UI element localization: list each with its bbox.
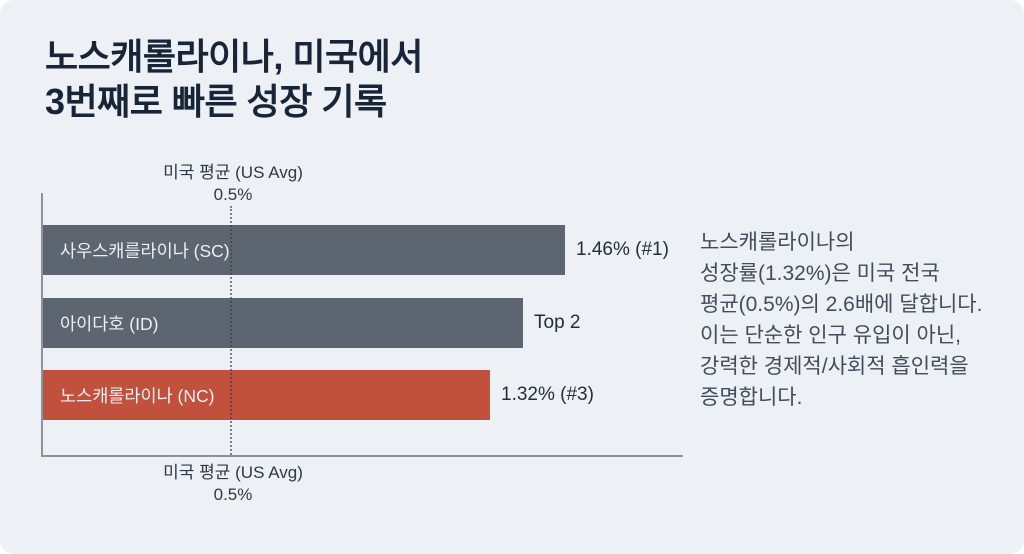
bar-label-south-carolina: 사우스캐를라이나 (SC) — [60, 240, 230, 261]
bar-label-idaho: 아이다호 (ID) — [60, 313, 159, 334]
bar-value-north-carolina: 1.32% (#3) — [501, 384, 594, 405]
bar-row-idaho: 아이다호 (ID) Top 2 — [43, 298, 580, 348]
annotation-line-6: 증명합니다. — [700, 386, 803, 409]
bar-value-south-carolina: 1.46% (#1) — [576, 239, 669, 260]
us-avg-label-top: 미국 평균 (US Avg) 0.5% — [123, 162, 343, 206]
page-title: 노스캐롤라이나, 미국에서 3번째로 빠른 성장 기록 — [45, 34, 423, 124]
bar-north-carolina: 노스캐롤라이나 (NC) — [43, 370, 490, 420]
us-avg-label-top-text: 미국 평균 (US Avg) — [163, 163, 303, 182]
annotation-line-3: 평균(0.5%)의 2.6배에 달합니다. — [700, 293, 983, 316]
annotation-line-2: 성장률(1.32%)은 미국 전국 — [700, 262, 940, 285]
us-avg-label-bottom: 미국 평균 (US Avg) 0.5% — [123, 462, 343, 506]
page-title-line-1: 노스캐롤라이나, 미국에서 — [45, 36, 423, 77]
bar-value-idaho: Top 2 — [534, 312, 581, 333]
annotation-paragraph: 노스캐롤라이나의 성장률(1.32%)은 미국 전국 평균(0.5%)의 2.6… — [700, 227, 1015, 413]
us-avg-label-bottom-value: 0.5% — [213, 485, 253, 504]
x-axis-line — [41, 455, 683, 457]
bar-south-carolina: 사우스캐를라이나 (SC) — [43, 225, 565, 275]
bar-label-north-carolina: 노스캐롤라이나 (NC) — [60, 385, 215, 406]
bar-row-south-carolina: 사우스캐를라이나 (SC) 1.46% (#1) — [43, 225, 669, 275]
bar-row-north-carolina: 노스캐롤라이나 (NC) 1.32% (#3) — [43, 370, 594, 420]
us-avg-label-top-value: 0.5% — [213, 185, 253, 204]
annotation-line-4: 이는 단순한 인구 유입이 아닌, — [700, 324, 962, 347]
annotation-line-5: 강력한 경제적/사회적 흡인력을 — [700, 355, 969, 378]
us-avg-reference-line — [230, 206, 232, 455]
y-axis-line — [41, 193, 43, 457]
annotation-line-1: 노스캐롤라이나의 — [700, 231, 855, 254]
us-avg-label-bottom-text: 미국 평균 (US Avg) — [163, 463, 303, 482]
page-title-line-2: 3번째로 빠른 성장 기록 — [45, 81, 387, 122]
bar-idaho: 아이다호 (ID) — [43, 298, 523, 348]
